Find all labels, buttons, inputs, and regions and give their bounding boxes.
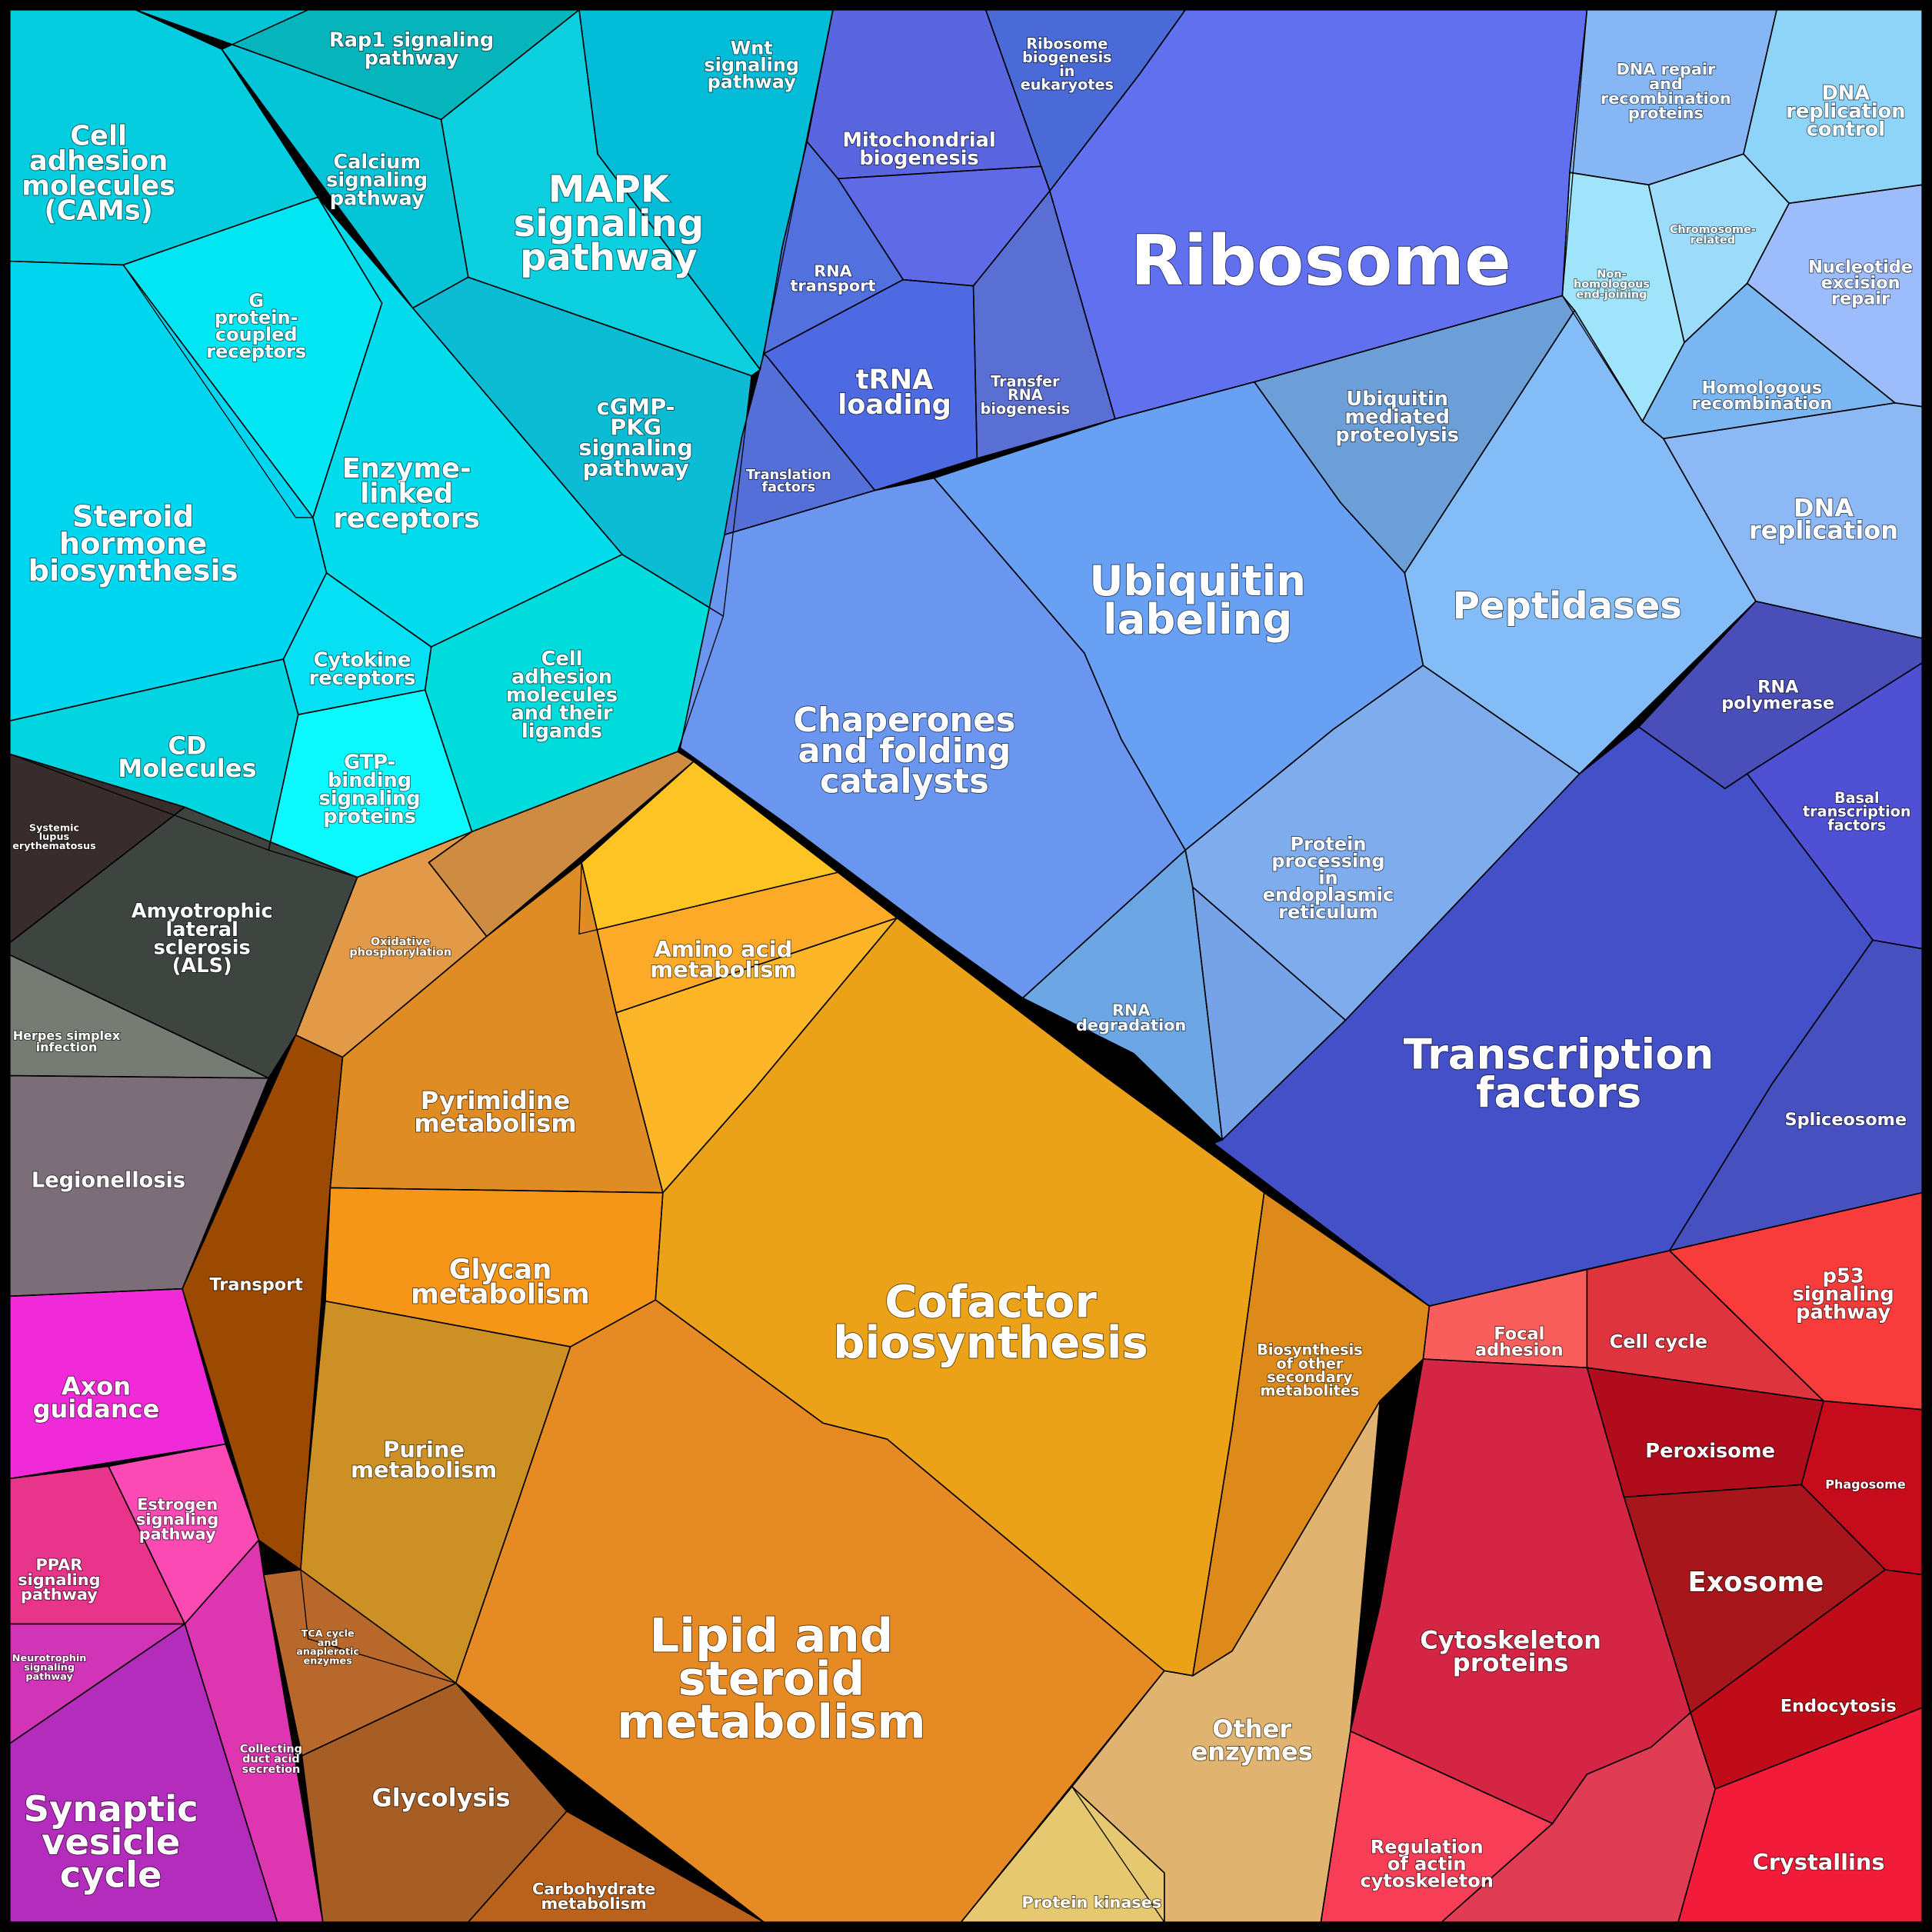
cell-label-non-homologous-end-joining: Non-homologous end-joining bbox=[1574, 268, 1650, 301]
cell-label-ribosome: Ribosome bbox=[1131, 222, 1511, 301]
cell-label-rna-polymerase: RNA polymerase bbox=[1721, 678, 1834, 714]
cell-label-ubiquitin-mediated-proteolysis: Ubiquitin mediated proteolysis bbox=[1335, 388, 1459, 447]
cell-label-translation-factors: Translation factors bbox=[746, 468, 831, 495]
cell-label-systemic-lupus-erythematosus: Systemic lupus erythematosus bbox=[12, 822, 96, 852]
cell-label-synaptic-vesicle-cycle: Synaptic vesicle cycle bbox=[24, 1788, 198, 1895]
group-metabolism bbox=[182, 751, 1431, 1923]
cell-label-gtp-binding-signaling-proteins: GTP-binding signaling proteins bbox=[319, 751, 421, 828]
cell-label-peroxisome: Peroxisome bbox=[1645, 1440, 1775, 1463]
cell-label-purine-metabolism: Purine metabolism bbox=[351, 1436, 497, 1483]
cell-label-rna-degradation: RNA degradation bbox=[1076, 1001, 1186, 1034]
cell-label-dna-replication-control: DNA replication control bbox=[1786, 82, 1905, 141]
cell-label-crystallins: Crystallins bbox=[1753, 1849, 1885, 1875]
group-transcription bbox=[1213, 600, 1923, 1307]
cell-label-ubiquitin-labeling: Ubiquitin labeling bbox=[1089, 556, 1306, 644]
cell-label-steroid-hormone-biosynthesis: Steroid hormone biosynthesis bbox=[28, 499, 238, 588]
cell-label-estrogen-signaling-pathway: Estrogen signaling pathway bbox=[136, 1495, 218, 1543]
cell-label-cell-adhesion-molecules-and-their-ligands: Cell adhesion molecules and their ligands bbox=[506, 648, 618, 743]
cell-label-mapk-signaling-pathway: MAPK signaling pathway bbox=[514, 168, 705, 279]
cell-label-tca-cycle-and-anaplerotic-enzymes: TCA cycle and anaplerotic enzymes bbox=[296, 1628, 359, 1667]
cell-label-collecting-duct-acid-secretion: Collecting duct acid secretion bbox=[240, 1743, 302, 1776]
cell-label-cytokine-receptors: Cytokine receptors bbox=[309, 648, 416, 690]
cell-label-glycolysis: Glycolysis bbox=[371, 1784, 510, 1813]
cell-label-herpes-simplex-infection: Herpes simplex infection bbox=[13, 1028, 121, 1054]
cell-label-amino-acid-metabolism: Amino acid metabolism bbox=[650, 936, 796, 983]
cell-label-dna-repair-and-recombination-proteins: DNA repair and recombination proteins bbox=[1601, 60, 1731, 122]
cell-label-mitochondrial-biogenesis: Mitochondrial biogenesis bbox=[842, 128, 995, 170]
cell-label-cofactor-biosynthesis: Cofactor biosynthesis bbox=[833, 1275, 1148, 1368]
cell-label-protein-kinases: Protein kinases bbox=[1022, 1894, 1162, 1912]
cell-label-chaperones-and-folding-catalysts: Chaperones and folding catalysts bbox=[793, 701, 1015, 801]
group-genetic-information-processing-translation bbox=[724, 9, 1588, 536]
cell-label-nucleotide-excision-repair: Nucleotide excision repair bbox=[1808, 257, 1913, 308]
cell-label-legionellosis: Legionellosis bbox=[32, 1169, 185, 1193]
cell-label-phagosome: Phagosome bbox=[1825, 1477, 1906, 1491]
cell-label-trna-loading: tRNA loading bbox=[838, 365, 951, 421]
cell-label-amyotrophic-lateral-sclerosis-als: Amyotrophic lateral sclerosis (ALS) bbox=[132, 900, 273, 978]
cell-label-dna-replication: DNA replication bbox=[1749, 493, 1898, 545]
cell-label-ppar-signaling-pathway: PPAR signaling pathway bbox=[18, 1556, 100, 1604]
cell-label-pyrimidine-metabolism: Pyrimidine metabolism bbox=[414, 1086, 576, 1138]
cell-label-cell-adhesion-molecules-cams: Cell adhesion molecules (CAMs) bbox=[22, 120, 175, 226]
cell-label-p53-signaling-pathway: p53 signaling pathway bbox=[1793, 1264, 1894, 1324]
cell-label-peptidases: Peptidases bbox=[1453, 585, 1682, 628]
labels-layer: Rap1 signaling pathway Wnt signaling pathway… bbox=[12, 28, 1914, 1914]
cell-label-basal-transcription-factors: Basal transcription factors bbox=[1803, 789, 1911, 834]
cell-label-rna-transport: RNA transport bbox=[791, 261, 876, 295]
cell-label-transfer-rna-biogenesis: Transfer RNA biogenesis bbox=[981, 372, 1071, 417]
cell-label-neurotrophin-signaling-pathway: Neurotrophin signaling pathway bbox=[12, 1653, 87, 1683]
cell-label-transcription-factors: Transcription factors bbox=[1404, 1029, 1714, 1117]
cell-label-enzyme-linked-receptors: Enzyme-linked receptors bbox=[333, 453, 480, 535]
cell-label-focal-adhesion: Focal adhesion bbox=[1475, 1324, 1564, 1361]
cell-label-glycan-metabolism: Glycan metabolism bbox=[411, 1254, 590, 1310]
cell-label-regulation-of-actin-cytoskeleton: Regulation of actin cytoskeleton bbox=[1360, 1836, 1493, 1891]
cell-label-homologous-recombination: Homologous recombination bbox=[1692, 378, 1833, 414]
cell-label-biosynthesis-of-other-secondary-metabolites: Biosynthesis of other secondary metabolites bbox=[1257, 1341, 1362, 1400]
cell-label-other-enzymes: Other enzymes bbox=[1191, 1714, 1313, 1766]
cell-label-spliceosome: Spliceosome bbox=[1785, 1110, 1907, 1130]
cell-label-cgmp-pkg-signaling-pathway: cGMP-PKG signaling pathway bbox=[578, 394, 693, 481]
cell-label-lipid-and-steroid-metabolism: Lipid and steroid metabolism bbox=[617, 1608, 926, 1749]
cell-label-wnt-signaling-pathway: Wnt signaling pathway bbox=[704, 37, 799, 92]
cell-label-protein-processing-in-endoplasmic-reticulum: Protein processing in endoplasmic reticulum bbox=[1263, 833, 1394, 922]
cell-label-transport: Transport bbox=[209, 1275, 303, 1295]
group-dna-repair-and-replication bbox=[1561, 9, 1923, 639]
cell-label-oxidative-phosphorylation: Oxidative phosphorylation bbox=[349, 936, 451, 958]
cell-label-chromosome-related: Chromosome-related bbox=[1670, 224, 1756, 246]
cell-label-cell-cycle: Cell cycle bbox=[1610, 1331, 1707, 1353]
cell-label-rap1-signaling-pathway: Rap1 signaling pathway bbox=[329, 29, 494, 71]
cell-label-endocytosis: Endocytosis bbox=[1780, 1697, 1897, 1717]
cell-label-cytoskeleton-proteins: Cytoskeleton proteins bbox=[1420, 1626, 1601, 1677]
cell-label-ribosome-biogenesis-in-eukaryotes: Ribosome biogenesis in eukaryotes bbox=[1021, 35, 1114, 93]
cell-label-exosome: Exosome bbox=[1688, 1567, 1824, 1598]
cell-label-cd-molecules: CD Molecules bbox=[118, 731, 256, 782]
cell-label-axon-guidance: Axon guidance bbox=[33, 1372, 160, 1424]
cell-label-calcium-signaling-pathway: Calcium signaling pathway bbox=[326, 151, 428, 210]
group-cellular-community-processes-red bbox=[1320, 1191, 1923, 1923]
cells-layer bbox=[9, 8, 1923, 1923]
cell-label-carbohydrate-metabolism: Carbohydrate metabolism bbox=[532, 1880, 655, 1913]
